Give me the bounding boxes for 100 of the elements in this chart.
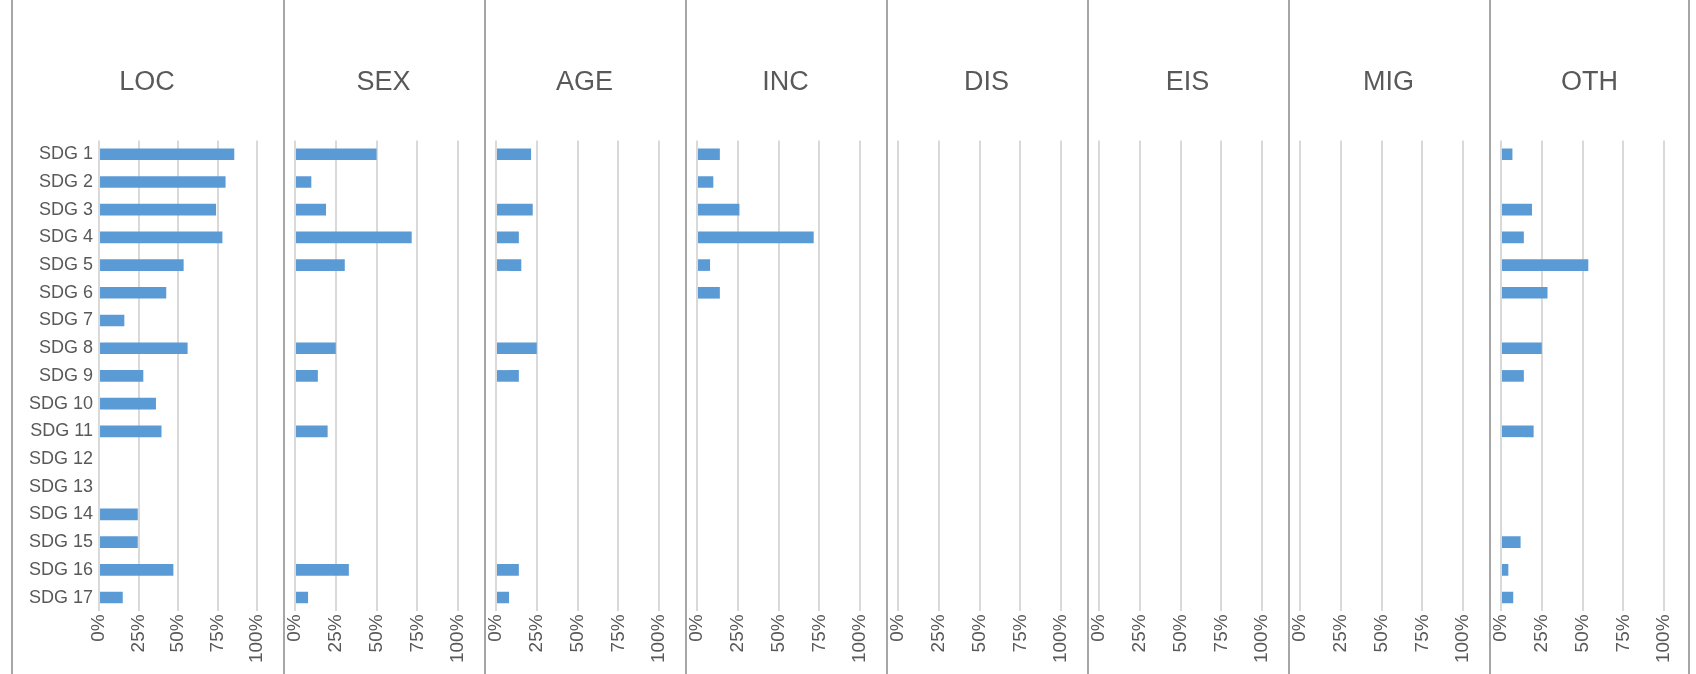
y-tick-label: SDG 5 [39, 254, 94, 275]
bar [497, 148, 532, 161]
bar [698, 231, 814, 244]
bar [100, 370, 144, 382]
x-tick-label: 25% [126, 614, 148, 653]
y-tick-label: SDG 10 [29, 392, 94, 413]
bar [100, 425, 162, 438]
x-tick-label: 100% [1250, 614, 1272, 664]
x-tick-label: 75% [205, 614, 227, 653]
bar [296, 259, 345, 271]
x-tick-label: 50% [565, 614, 587, 653]
y-tick-label: SDG 7 [39, 309, 94, 330]
x-tick-label: 25% [1530, 614, 1552, 653]
bar [497, 259, 522, 271]
bar [296, 591, 309, 604]
bar [296, 148, 377, 161]
bar [1502, 342, 1542, 355]
y-tick-label: SDG 2 [39, 170, 94, 191]
bar [296, 564, 349, 576]
bar [100, 148, 235, 161]
bar [1502, 591, 1514, 604]
bar [698, 259, 711, 271]
y-tick-label: SDG 4 [39, 226, 94, 247]
y-tick-label: SDG 14 [29, 503, 94, 524]
x-tick-label: 75% [807, 614, 829, 653]
bar [497, 231, 519, 244]
x-tick-label: 25% [1329, 614, 1351, 653]
bar [1502, 564, 1509, 576]
bar [100, 342, 188, 355]
bar [100, 259, 184, 271]
bar [1502, 370, 1524, 382]
x-tick-label: 25% [525, 614, 547, 653]
x-tick-label: 0% [685, 614, 707, 642]
x-tick-label: 100% [1451, 614, 1473, 664]
y-tick-label: SDG 9 [39, 364, 94, 385]
chart-title: OTH [1561, 65, 1618, 96]
x-tick-label: 25% [927, 614, 949, 653]
bar [100, 591, 123, 604]
bar [1502, 148, 1513, 161]
bar [497, 591, 510, 604]
bar [296, 342, 336, 355]
x-tick-label: 75% [606, 614, 628, 653]
y-tick-label: SDG 13 [29, 475, 94, 496]
bar [1502, 536, 1521, 548]
chart-title: AGE [555, 65, 614, 96]
y-tick-label: SDG 11 [30, 420, 94, 441]
bar [1502, 259, 1589, 271]
x-tick-label: 100% [848, 614, 870, 664]
chart-title: MIG [1363, 65, 1414, 96]
x-tick-label: 25% [324, 614, 346, 653]
y-tick-label: SDG 15 [29, 531, 94, 552]
bar [497, 203, 533, 216]
x-tick-label: 0% [1288, 614, 1310, 642]
bar [698, 203, 740, 216]
x-tick-label: 100% [1652, 614, 1674, 664]
x-tick-label: 100% [647, 614, 669, 664]
chart-title: DIS [963, 65, 1010, 96]
bar [100, 231, 223, 244]
y-tick-label: SDG 12 [29, 447, 94, 468]
x-tick-label: 50% [1570, 614, 1592, 653]
bar [100, 508, 138, 521]
x-tick-label: 50% [1369, 614, 1391, 653]
bar [100, 397, 156, 410]
bar [100, 176, 226, 188]
x-tick-label: 0% [87, 614, 109, 642]
bar [100, 564, 174, 576]
x-tick-label: 50% [766, 614, 788, 653]
bar [497, 342, 537, 355]
bar [296, 176, 312, 188]
x-tick-label: 75% [1611, 614, 1633, 653]
x-tick-label: 50% [1168, 614, 1190, 653]
x-tick-label: 50% [166, 614, 188, 653]
x-tick-label: 25% [1128, 614, 1150, 653]
chart-title: SEX [356, 65, 411, 96]
bar [698, 148, 720, 161]
x-tick-label: 0% [484, 614, 506, 642]
x-tick-label: 50% [364, 614, 386, 653]
x-tick-label: 100% [245, 614, 267, 664]
chart-title: EIS [1165, 65, 1210, 96]
bar [296, 370, 318, 382]
y-tick-label: SDG 6 [39, 281, 94, 302]
bar [100, 203, 217, 216]
y-tick-label: SDG 17 [29, 586, 94, 607]
bar [1502, 231, 1524, 244]
x-tick-label: 0% [1489, 614, 1511, 642]
bar [296, 203, 327, 216]
chart-title: LOC [119, 65, 175, 96]
x-tick-label: 0% [886, 614, 908, 642]
bar [1502, 203, 1533, 216]
x-tick-label: 50% [967, 614, 989, 653]
bar [100, 536, 138, 548]
y-tick-label: SDG 1 [39, 143, 94, 164]
x-tick-label: 0% [283, 614, 305, 642]
x-tick-label: 100% [446, 614, 468, 664]
bar [1502, 425, 1534, 438]
bar [1502, 286, 1548, 299]
y-tick-label: SDG 16 [29, 558, 94, 579]
x-tick-label: 75% [1209, 614, 1231, 653]
bar [698, 176, 714, 188]
bar [100, 314, 125, 327]
